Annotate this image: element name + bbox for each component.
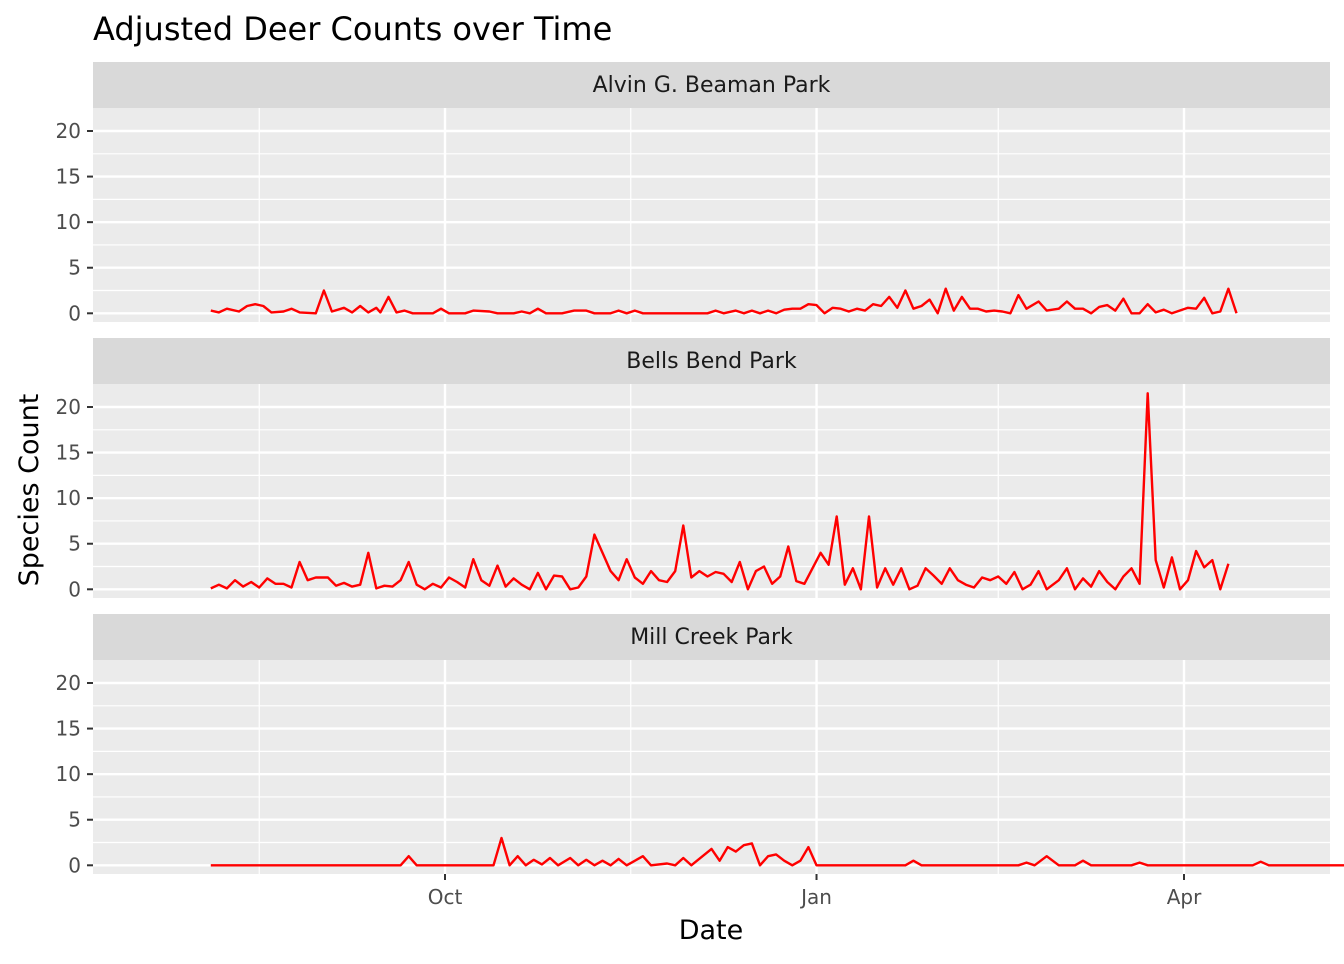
chart-title: Adjusted Deer Counts over Time [93,10,612,48]
facet-strip [93,338,1330,384]
y-tick-label: 5 [68,532,81,556]
facet-strip-label: Mill Creek Park [630,625,793,650]
series-line [210,392,1230,591]
x-tick-label: Oct [428,885,463,909]
y-tick-label: 10 [56,486,81,510]
y-tick-label: 15 [56,441,81,465]
y-tick-label: 10 [56,210,81,234]
panel-background [93,108,1330,322]
panel-background [93,660,1330,874]
y-tick-label: 0 [68,301,81,325]
y-tick-label: 15 [56,165,81,189]
series-line [210,836,1344,867]
x-tick-label: Jan [799,885,832,909]
y-tick-label: 20 [56,395,81,419]
y-tick-label: 20 [56,671,81,695]
y-tick-label: 15 [56,717,81,741]
y-tick-label: 0 [68,577,81,601]
y-tick-label: 5 [68,256,81,280]
y-axis-title: Species Count [14,394,45,587]
facet-strip-label: Alvin G. Beaman Park [593,73,831,98]
x-tick-label: Apr [1167,885,1202,909]
x-axis-title: Date [679,915,744,946]
facet-strip [93,614,1330,660]
y-tick-label: 20 [56,119,81,143]
facet-strip [93,62,1330,108]
facet-panel: Mill Creek Park 0 5 10 15 20 [56,614,1344,877]
facet-strip-label: Bells Bend Park [626,349,797,374]
y-tick-label: 0 [68,853,81,877]
x-axis: Oct Jan Apr [428,874,1202,909]
facet-panel: Alvin G. Beaman Park 0 5 10 15 20 [56,62,1330,325]
y-tick-label: 5 [68,808,81,832]
series-line [210,287,1238,315]
facet-panel: Bells Bend Park 0 5 10 15 20 [56,338,1330,601]
y-tick-label: 10 [56,762,81,786]
